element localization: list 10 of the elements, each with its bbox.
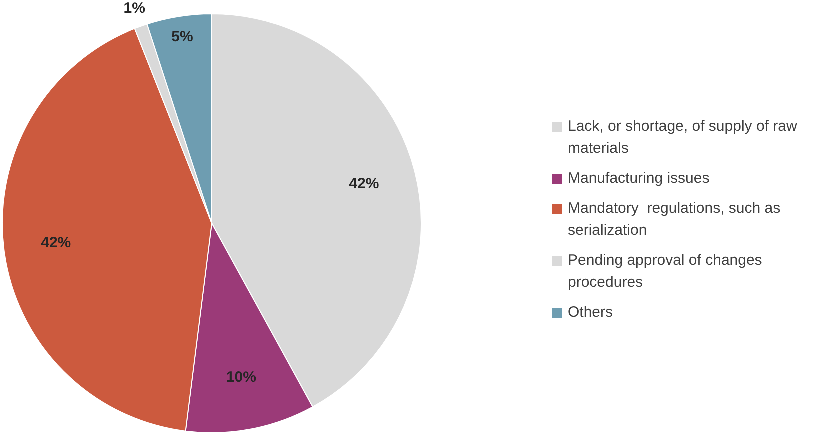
legend-label: Others xyxy=(568,302,614,322)
legend-label: Mandatory regulations, such as serialization xyxy=(568,198,782,240)
data-label: 1% xyxy=(124,0,146,17)
data-label: 42% xyxy=(349,176,380,193)
data-label: 10% xyxy=(226,368,256,386)
legend-label: Lack, or shortage, of supply of raw materials xyxy=(568,116,798,158)
data-label: 42% xyxy=(41,234,72,252)
legend-label: Manufacturing issues xyxy=(568,168,710,188)
data-label: 5% xyxy=(172,28,194,46)
legend-label: Pending approval of changes procedures xyxy=(568,250,764,292)
